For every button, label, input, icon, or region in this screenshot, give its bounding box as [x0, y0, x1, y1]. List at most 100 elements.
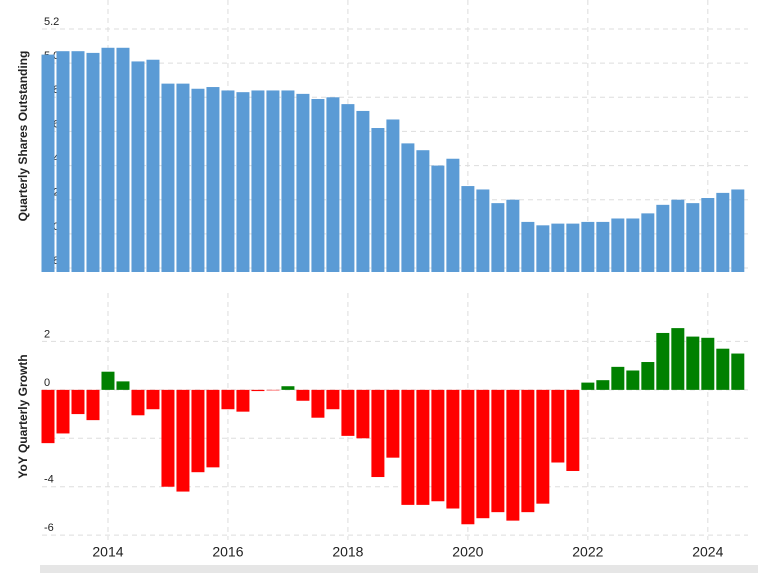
bar — [461, 389, 475, 525]
y-tick-label: 5.2 — [44, 16, 59, 28]
bar — [146, 389, 160, 410]
bar — [341, 389, 355, 436]
bar — [461, 186, 475, 272]
bar — [686, 336, 700, 390]
bar — [311, 389, 325, 418]
bar — [41, 389, 55, 444]
bar — [611, 218, 625, 272]
bar — [641, 213, 655, 272]
bar — [716, 192, 730, 272]
bar — [476, 389, 490, 519]
bar — [551, 389, 565, 463]
bar — [386, 389, 400, 458]
bar — [221, 389, 235, 410]
bar — [731, 189, 745, 272]
bar — [251, 389, 265, 392]
bar — [446, 158, 460, 272]
bar — [311, 98, 325, 272]
y-tick-label: -6 — [44, 522, 54, 534]
bar — [56, 389, 70, 434]
bar — [491, 203, 505, 272]
bar — [656, 204, 670, 272]
bar — [146, 59, 160, 272]
bar — [671, 199, 685, 272]
bar — [326, 97, 340, 273]
x-tick-label: 2020 — [452, 544, 483, 560]
bar — [371, 128, 385, 272]
bar — [686, 203, 700, 272]
bar — [236, 389, 250, 412]
bar — [221, 90, 235, 272]
bar — [641, 362, 655, 390]
bar — [701, 337, 715, 390]
bar — [416, 150, 430, 272]
bar — [281, 90, 295, 272]
bar — [566, 389, 580, 471]
bar — [326, 389, 340, 410]
bar — [71, 389, 85, 415]
bar — [701, 198, 715, 272]
bar — [131, 389, 145, 416]
y-axis-label: Quarterly Shares Outstanding — [16, 51, 30, 222]
bar — [656, 332, 670, 390]
bar — [161, 389, 175, 487]
bar — [671, 328, 685, 390]
x-tick-label: 2014 — [92, 544, 123, 560]
bar — [206, 389, 220, 468]
bar — [626, 218, 640, 272]
x-tick-label: 2024 — [692, 544, 723, 560]
bar — [521, 389, 535, 513]
bar — [521, 221, 535, 272]
bar — [386, 119, 400, 272]
bar — [266, 90, 280, 272]
bar — [536, 225, 550, 272]
bar — [101, 47, 115, 273]
y-axis-label: YoY Quarterly Growth — [16, 354, 30, 478]
bar — [506, 199, 520, 272]
bar — [191, 88, 205, 272]
bar — [446, 389, 460, 509]
bar — [581, 221, 595, 272]
bar — [431, 165, 445, 272]
bar — [176, 389, 190, 492]
bar — [416, 389, 430, 505]
bar — [41, 54, 55, 272]
bar — [566, 223, 580, 272]
bar — [296, 93, 310, 272]
bar — [476, 189, 490, 272]
bar — [596, 221, 610, 272]
bar — [86, 389, 100, 421]
bar — [401, 143, 415, 272]
bar — [731, 353, 745, 390]
bar — [191, 389, 205, 473]
bar — [356, 389, 370, 439]
y-tick-label: 0 — [44, 377, 50, 389]
x-tick-label: 2018 — [332, 544, 363, 560]
x-tick-label: 2022 — [572, 544, 603, 560]
bar — [131, 61, 145, 272]
bar — [581, 382, 595, 390]
bar — [56, 51, 70, 272]
bar — [236, 92, 250, 273]
bar — [506, 389, 520, 521]
y-tick-label: -4 — [44, 474, 54, 486]
bar — [371, 389, 385, 478]
bar — [611, 366, 625, 390]
bar — [626, 370, 640, 390]
bar — [296, 389, 310, 401]
bar — [206, 87, 220, 273]
bar — [116, 47, 130, 273]
bar — [341, 104, 355, 272]
bar — [116, 381, 130, 390]
bar — [716, 348, 730, 390]
bar — [251, 90, 265, 272]
bar — [356, 110, 370, 272]
bar — [596, 380, 610, 390]
bar — [401, 389, 415, 505]
bar — [161, 83, 175, 272]
bar — [71, 51, 85, 272]
bar — [176, 83, 190, 272]
bar — [491, 389, 505, 513]
bar — [551, 223, 565, 272]
